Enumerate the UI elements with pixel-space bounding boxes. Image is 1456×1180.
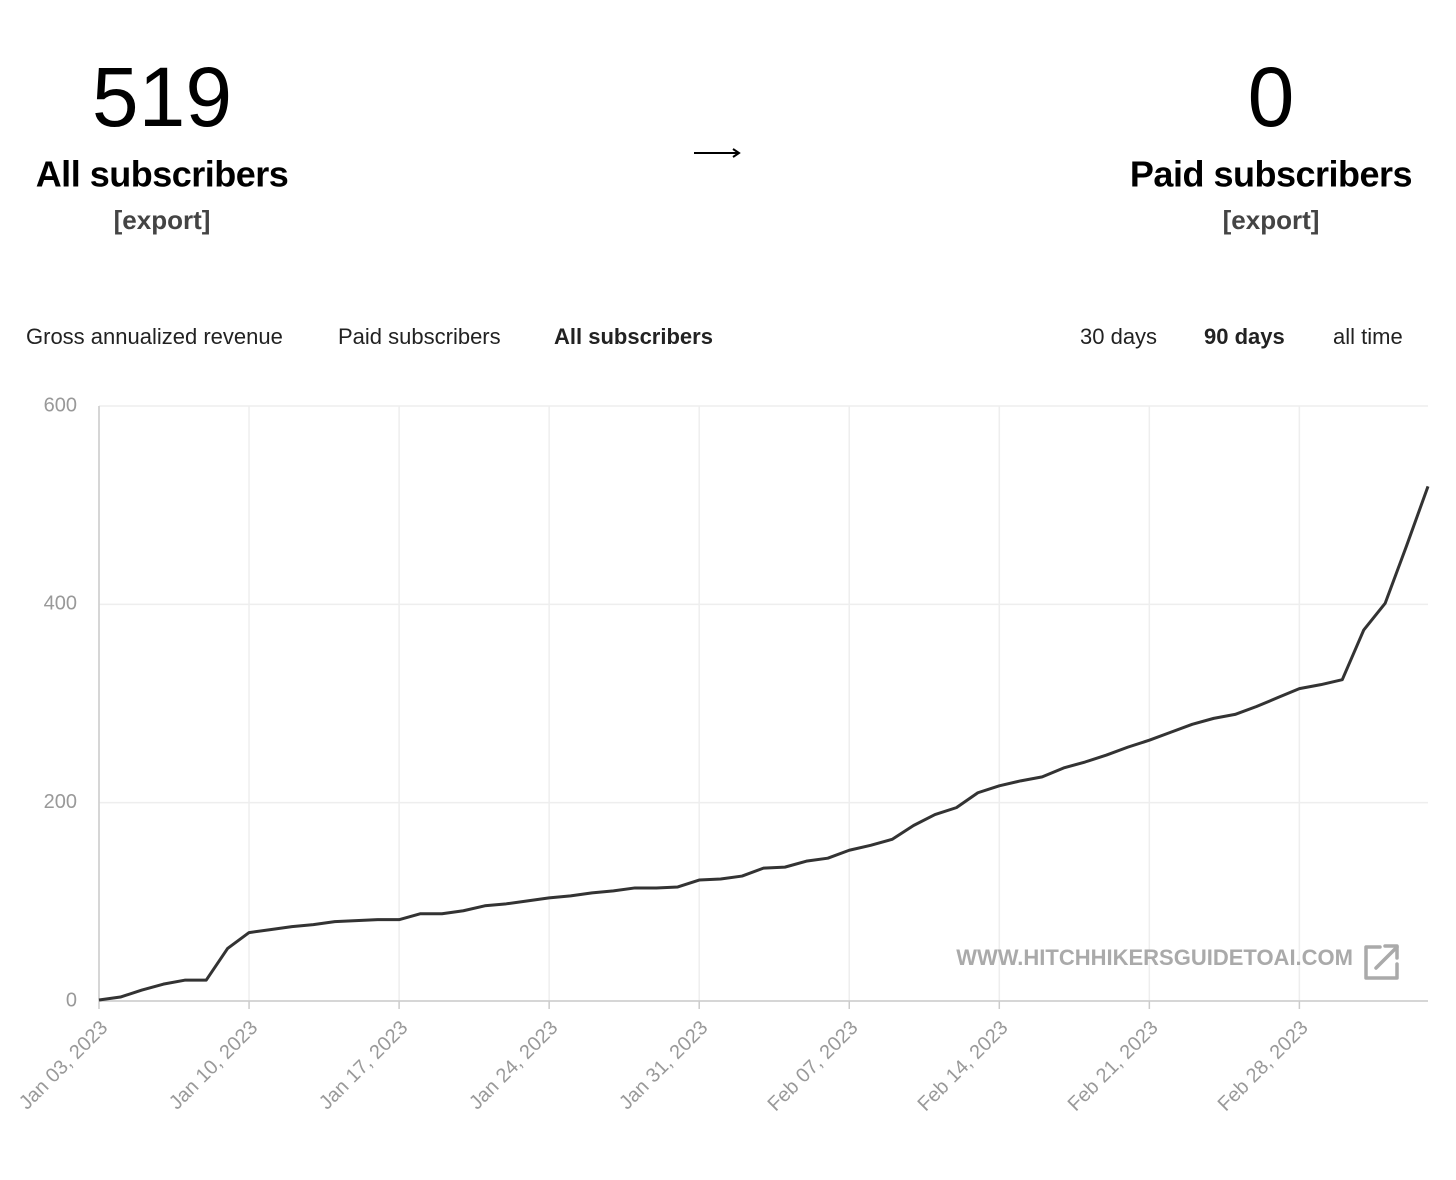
x-tick-label: Jan 17, 2023 [315,1017,412,1114]
metric-tab[interactable]: Gross annualized revenue [26,324,283,349]
x-tick-label: Jan 03, 2023 [15,1017,112,1114]
y-tick-label: 400 [44,593,77,615]
stat-label: All subscribers [36,154,289,195]
y-tick-label: 200 [44,791,77,813]
x-tick-label: Feb 07, 2023 [764,1017,863,1116]
x-tick-label: Feb 21, 2023 [1064,1017,1163,1116]
y-tick-label: 0 [66,989,77,1011]
stat-value: 0 [1248,50,1295,144]
range-tab[interactable]: 30 days [1080,324,1157,349]
stat-label: Paid subscribers [1130,154,1412,195]
x-tick-label: Feb 28, 2023 [1214,1017,1313,1116]
metric-tab[interactable]: Paid subscribers [338,324,501,349]
series-line [98,485,1430,1002]
watermark: WWW.HITCHHIKERSGUIDETOAI.COM [956,945,1353,970]
x-tick-label: Jan 31, 2023 [615,1017,712,1114]
tabs: Gross annualized revenue Paid subscribers… [26,324,1403,349]
external-link-icon [1364,944,1399,980]
metric-tab[interactable]: All subscribers [554,324,713,349]
arrow [694,148,741,158]
export-link[interactable]: [export] [1223,205,1320,235]
x-tick-label: Feb 14, 2023 [914,1017,1013,1116]
stat-value: 519 [92,50,232,144]
export-link[interactable]: [export] [114,205,211,235]
range-tab[interactable]: all time [1333,324,1403,349]
chart: 0 200 400 600 Jan 03, 2023 Jan 10, 2023 Jan 17… [15,394,1430,1116]
x-tick-label: Jan 10, 2023 [165,1017,262,1114]
range-tab[interactable]: 90 days [1204,324,1285,349]
x-tick-label: Jan 24, 2023 [465,1017,562,1114]
y-tick-label: 600 [44,394,77,416]
